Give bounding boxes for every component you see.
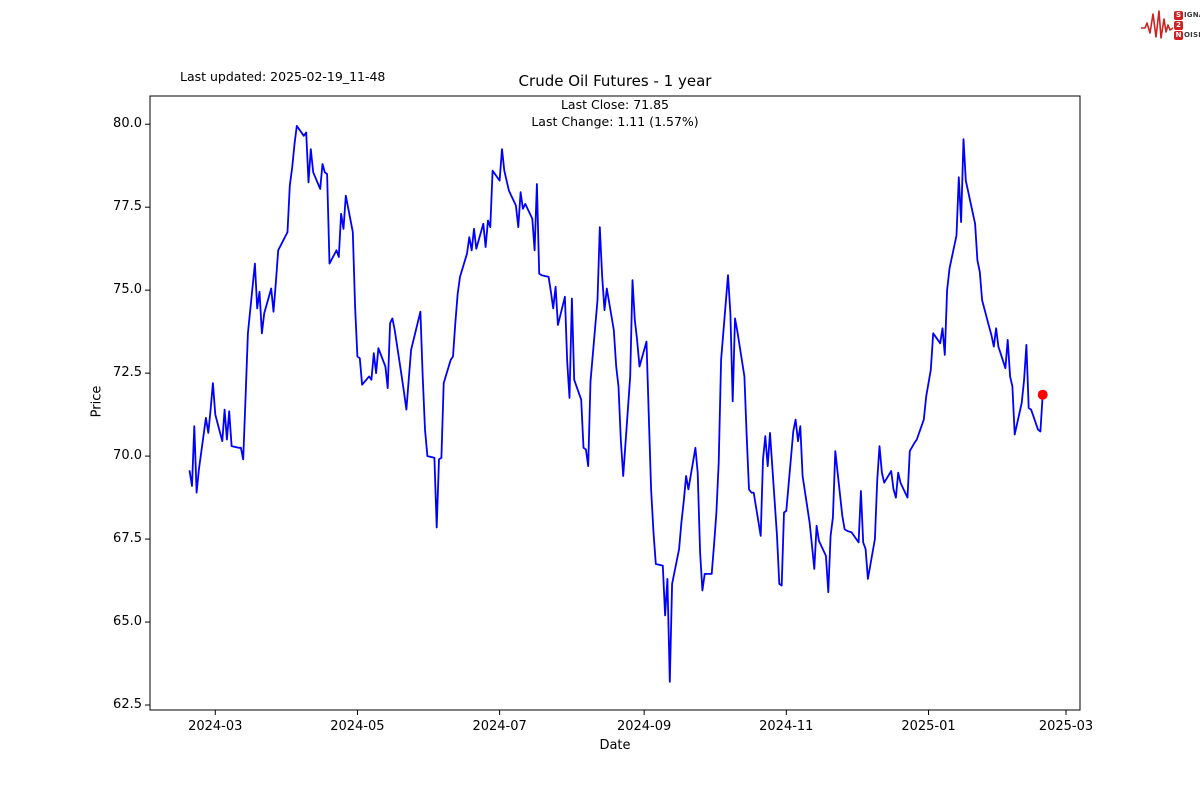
signal2noise-logo: S IGNAL 2 N OISE	[1141, 4, 1200, 46]
logo-letterbox-n: N	[1174, 30, 1183, 40]
logo-text: S IGNAL 2 N OISE	[1174, 10, 1200, 40]
x-tick-label: 2024-09	[616, 719, 672, 734]
x-tick-label: 2025-01	[901, 719, 956, 734]
x-tick-label: 2024-05	[330, 719, 385, 734]
last-updated-text: Last updated: 2025-02-19_11-48	[180, 69, 386, 84]
x-tick-label: 2024-03	[188, 719, 243, 734]
logo-letterbox-s: S	[1174, 10, 1183, 20]
price-line	[188, 125, 1044, 683]
logo-rest-oise: OISE	[1184, 31, 1200, 39]
logo-row-2: 2	[1174, 20, 1200, 30]
y-tick-label: 72.5	[113, 365, 142, 381]
y-tick-label: 77.5	[113, 199, 142, 215]
y-tick-label: 67.5	[113, 531, 142, 547]
last-change-subtitle: Last Change: 1.11 (1.57%)	[531, 114, 699, 129]
y-tick-label: 65.0	[113, 614, 142, 630]
x-tick-label: 2024-11	[759, 719, 814, 734]
y-tick-label: 75.0	[113, 282, 142, 298]
x-axis-label: Date	[599, 738, 631, 753]
logo-row-signal: S IGNAL	[1174, 10, 1200, 20]
waveform-icon	[1141, 10, 1173, 39]
logo-rest-ignal: IGNAL	[1184, 11, 1200, 19]
y-tick-label: 70.0	[113, 448, 142, 464]
x-tick-label: 2025-03	[1038, 719, 1094, 734]
last-close-subtitle: Last Close: 71.85	[560, 97, 670, 112]
last-price-dot	[1037, 389, 1048, 400]
logo-row-noise: N OISE	[1174, 30, 1200, 40]
logo-letterbox-2: 2	[1174, 20, 1183, 30]
y-tick-label: 80.0	[113, 116, 142, 132]
x-tick-label: 2024-07	[472, 719, 527, 734]
chart-frame	[149, 95, 1081, 711]
chart-title: Crude Oil Futures - 1 year	[518, 72, 712, 90]
y-tick-label: 62.5	[113, 697, 142, 713]
y-axis-label: Price	[89, 385, 105, 418]
